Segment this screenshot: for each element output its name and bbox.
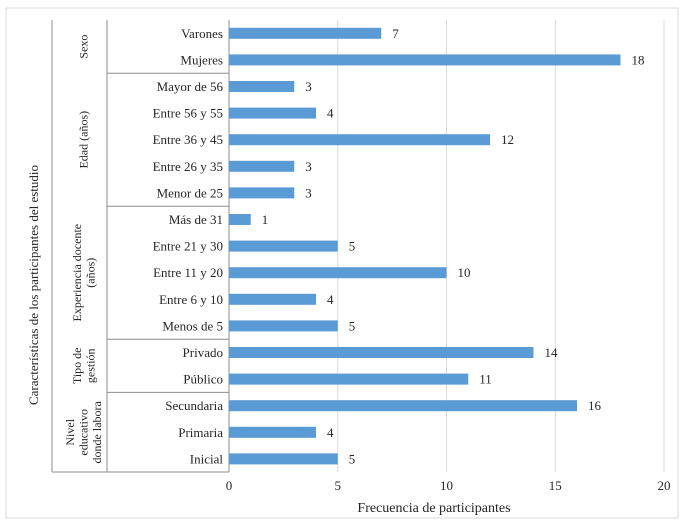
bar xyxy=(229,373,469,385)
category-label: Mujeres xyxy=(180,52,223,67)
bar xyxy=(229,134,490,146)
category-label: Público xyxy=(183,372,223,387)
x-tick-label: 5 xyxy=(335,478,342,493)
category-label: Menos de 5 xyxy=(162,318,223,333)
bar xyxy=(229,293,316,305)
data-label: 11 xyxy=(479,372,492,387)
category-label: Menor de 25 xyxy=(157,185,223,200)
data-label: 18 xyxy=(632,52,645,67)
data-label: 3 xyxy=(305,185,312,200)
group-label: Tipo degestión xyxy=(70,348,98,385)
x-tick-label: 15 xyxy=(549,478,562,493)
category-label: Varones xyxy=(181,26,223,41)
group-label: Sexo xyxy=(77,35,91,59)
data-label: 3 xyxy=(305,159,312,174)
chart-border xyxy=(5,7,679,519)
category-label: Entre 56 y 55 xyxy=(153,106,223,121)
category-label: Entre 21 y 30 xyxy=(153,239,223,254)
data-label: 5 xyxy=(349,318,356,333)
bar xyxy=(229,453,338,465)
data-label: 1 xyxy=(262,212,269,227)
x-tick-label: 10 xyxy=(440,478,453,493)
category-label: Entre 36 y 45 xyxy=(153,132,223,147)
bar xyxy=(229,267,447,279)
bar xyxy=(229,54,621,66)
category-label: Mayor de 56 xyxy=(157,79,224,94)
data-label: 5 xyxy=(349,239,356,254)
data-label: 4 xyxy=(327,106,334,121)
category-label: Entre 6 y 10 xyxy=(159,292,223,307)
data-label: 5 xyxy=(349,451,356,466)
x-tick-label: 0 xyxy=(226,478,233,493)
bar xyxy=(229,27,382,39)
data-label: 10 xyxy=(458,265,471,280)
category-label: Secundaria xyxy=(165,398,223,413)
data-label: 16 xyxy=(588,398,602,413)
category-labels: Varones Mujeres Mayor de 56 Entre 56 y 55 En… xyxy=(153,26,224,467)
bar xyxy=(229,426,316,438)
bar xyxy=(229,107,316,119)
data-label: 4 xyxy=(327,292,334,307)
bar xyxy=(229,320,338,332)
category-label: Privado xyxy=(183,345,223,360)
x-tick-labels: 0 5 10 15 20 xyxy=(226,478,671,493)
y-axis-title: Características de los participantes del… xyxy=(26,165,41,405)
category-label: Primaria xyxy=(178,425,223,440)
group-label: Edad (años) xyxy=(77,111,91,169)
data-label: 14 xyxy=(545,345,559,360)
group-label: Experiencia docente(años) xyxy=(70,224,98,322)
x-tick-label: 20 xyxy=(658,478,671,493)
category-label: Más de 31 xyxy=(169,212,223,227)
bar xyxy=(229,81,295,92)
category-label: Inicial xyxy=(190,451,224,466)
bar xyxy=(229,240,338,252)
bars xyxy=(229,27,621,465)
bar xyxy=(229,400,577,412)
bar xyxy=(229,347,534,358)
bar xyxy=(229,160,295,172)
data-label: 7 xyxy=(392,26,399,41)
data-label: 3 xyxy=(305,79,312,94)
group-label: Niveleducativodonde labora xyxy=(63,400,104,463)
x-axis-title: Frecuencia de participantes xyxy=(357,501,510,516)
category-label: Entre 11 y 20 xyxy=(153,265,223,280)
data-label: 12 xyxy=(501,132,514,147)
bar xyxy=(229,214,251,225)
data-label: 4 xyxy=(327,425,334,440)
category-label: Entre 26 y 35 xyxy=(153,159,223,174)
bar xyxy=(229,187,295,199)
group-labels: Sexo Edad (años) Experiencia docente(años)… xyxy=(63,35,104,464)
